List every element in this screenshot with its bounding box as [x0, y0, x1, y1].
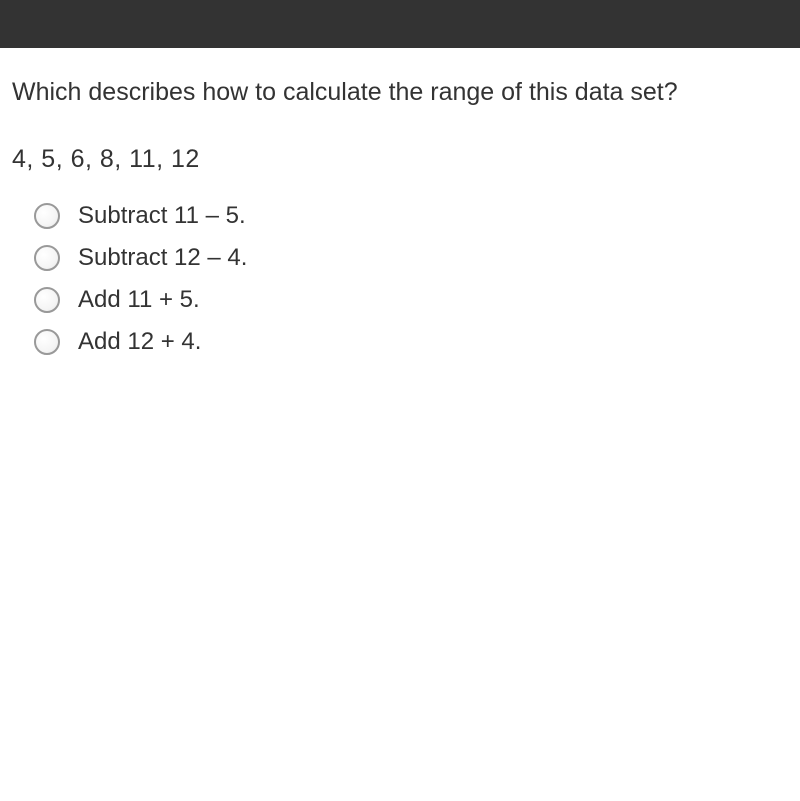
question-text: Which describes how to calculate the ran…: [12, 76, 788, 109]
option-label: Subtract 11 – 5.: [78, 202, 246, 230]
option-label: Subtract 12 – 4.: [78, 244, 247, 272]
option-label: Add 11 + 5.: [78, 286, 200, 314]
option-row-1[interactable]: Subtract 12 – 4.: [34, 244, 788, 272]
option-row-3[interactable]: Add 12 + 4.: [34, 328, 788, 356]
options-group: Subtract 11 – 5. Subtract 12 – 4. Add 11…: [12, 202, 788, 356]
radio-icon[interactable]: [34, 287, 60, 313]
content-area: Which describes how to calculate the ran…: [0, 48, 800, 356]
radio-icon[interactable]: [34, 245, 60, 271]
data-set-text: 4, 5, 6, 8, 11, 12: [12, 145, 788, 174]
option-row-0[interactable]: Subtract 11 – 5.: [34, 202, 788, 230]
option-label: Add 12 + 4.: [78, 328, 201, 356]
radio-icon[interactable]: [34, 329, 60, 355]
option-row-2[interactable]: Add 11 + 5.: [34, 286, 788, 314]
header-bar: [0, 0, 800, 48]
radio-icon[interactable]: [34, 203, 60, 229]
